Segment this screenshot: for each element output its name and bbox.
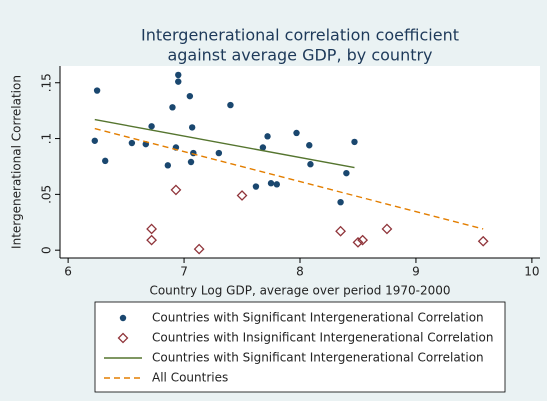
point (193, 243, 205, 255)
y-tick-label: .15 (40, 73, 54, 92)
x-tick-label: 9 (412, 265, 420, 279)
point (215, 149, 223, 157)
point (267, 180, 275, 187)
point (188, 124, 196, 131)
point (307, 161, 314, 168)
point (352, 236, 364, 248)
legend-key (119, 314, 127, 322)
fit-line (94, 127, 484, 230)
point (343, 169, 350, 177)
chart-title: Intergenerational correlation coefficien… (141, 26, 459, 45)
point (227, 101, 234, 109)
point (146, 223, 158, 235)
legend-label: All Countries (152, 371, 228, 385)
point (175, 78, 182, 85)
point (148, 123, 155, 130)
point (351, 138, 358, 146)
point (128, 139, 136, 147)
point (170, 184, 182, 196)
y-axis-title: Intergenerational Correlation (10, 75, 24, 249)
legend-label: Countries with Significant Intergenerati… (152, 311, 484, 325)
point (169, 104, 176, 111)
y-tick-label: .05 (40, 185, 54, 204)
point (236, 190, 248, 201)
point (337, 198, 344, 206)
point (259, 144, 267, 151)
y-tick-label: .1 (40, 133, 54, 144)
point (252, 183, 260, 190)
fit-line (94, 118, 355, 169)
x-tick-label: 6 (64, 265, 72, 279)
point (187, 158, 195, 166)
x-tick-label: 8 (296, 265, 304, 279)
point (264, 133, 271, 140)
point (381, 223, 393, 235)
x-axis-title: Country Log GDP, average over period 197… (149, 284, 450, 298)
point (273, 181, 281, 188)
legend (94, 301, 506, 393)
point (93, 87, 101, 94)
point (186, 92, 194, 100)
y-tick-label: 0 (40, 246, 54, 254)
plot-area (60, 66, 540, 258)
point (335, 225, 346, 237)
point (293, 129, 300, 137)
x-tick-label: 10 (524, 265, 539, 279)
point (91, 137, 98, 144)
point (477, 235, 489, 247)
point (190, 149, 197, 157)
point (357, 234, 369, 246)
point (164, 162, 172, 169)
legend-key (117, 332, 129, 344)
x-tick-label: 7 (180, 265, 188, 279)
point (175, 71, 182, 79)
legend-label: Countries with Significant Intergenerati… (152, 351, 484, 365)
point (102, 157, 109, 165)
point (146, 234, 158, 246)
legend-label: Countries with Insignificant Intergenera… (152, 331, 493, 345)
point (306, 142, 313, 149)
chart-title: against average GDP, by country (167, 46, 432, 65)
